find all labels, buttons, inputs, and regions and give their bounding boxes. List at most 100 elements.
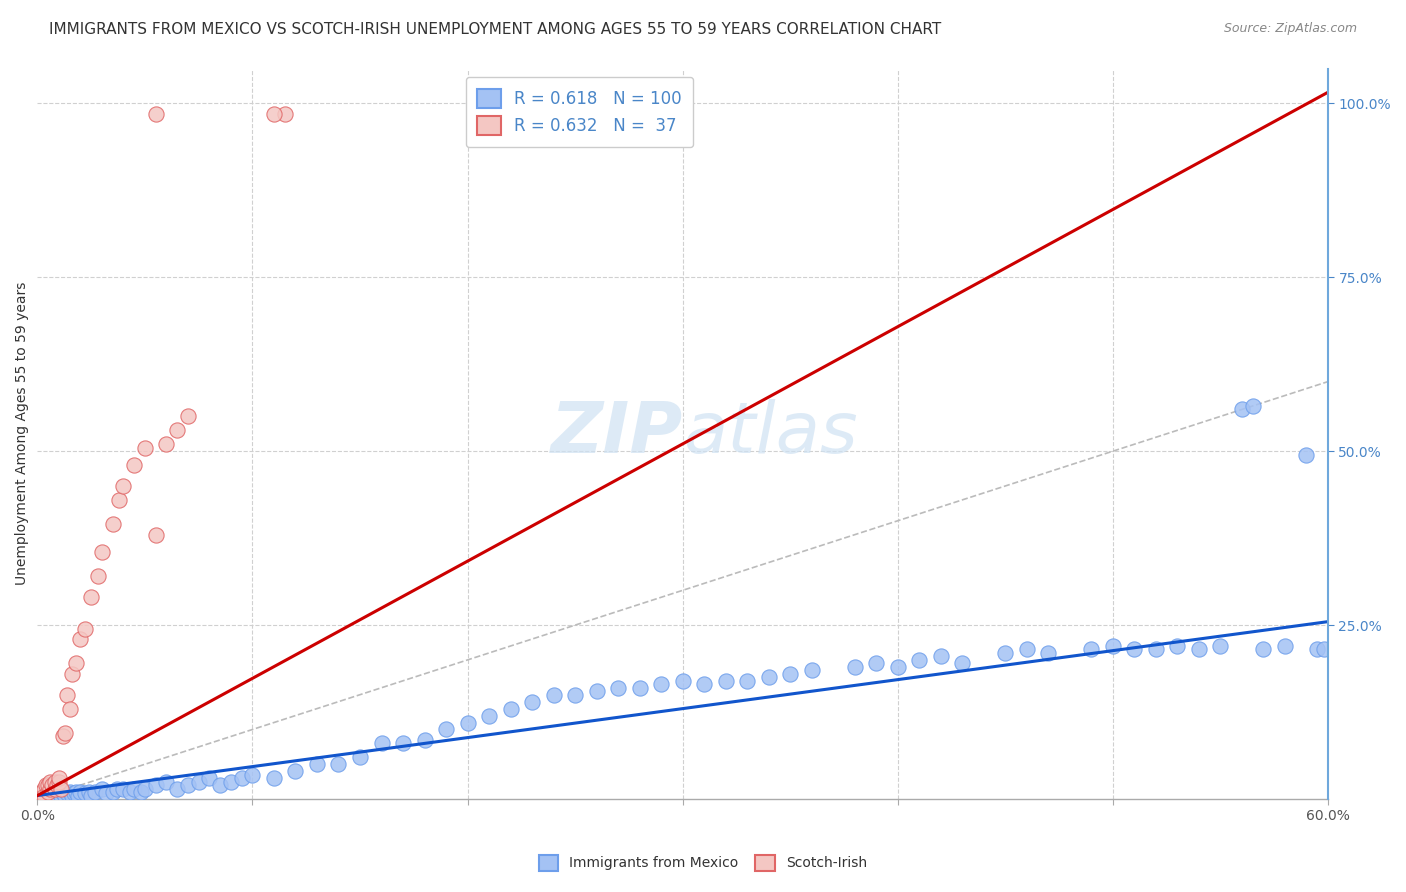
Point bbox=[65, 785, 87, 799]
Point bbox=[101, 517, 124, 532]
Point bbox=[865, 657, 887, 671]
Point bbox=[118, 785, 141, 799]
Point bbox=[41, 785, 63, 799]
Point bbox=[31, 789, 53, 803]
Point bbox=[1102, 639, 1125, 653]
Point bbox=[108, 492, 131, 507]
Point bbox=[32, 785, 55, 799]
Point bbox=[86, 569, 108, 583]
Point bbox=[263, 107, 285, 121]
Point bbox=[457, 715, 479, 730]
Point bbox=[41, 778, 63, 792]
Point bbox=[1166, 639, 1188, 653]
Point bbox=[77, 785, 100, 799]
Point bbox=[53, 789, 76, 803]
Point bbox=[56, 787, 79, 801]
Point bbox=[90, 545, 112, 559]
Point bbox=[1295, 448, 1317, 462]
Point bbox=[1253, 642, 1275, 657]
Point bbox=[1274, 639, 1296, 653]
Text: Source: ZipAtlas.com: Source: ZipAtlas.com bbox=[1223, 22, 1357, 36]
Point bbox=[69, 632, 91, 646]
Point bbox=[434, 723, 457, 737]
Point bbox=[35, 778, 58, 792]
Point bbox=[80, 591, 103, 605]
Point bbox=[714, 673, 737, 688]
Point bbox=[122, 458, 145, 472]
Text: atlas: atlas bbox=[683, 400, 858, 468]
Point bbox=[96, 787, 118, 801]
Point bbox=[520, 695, 543, 709]
Point bbox=[177, 778, 200, 792]
Point bbox=[1144, 642, 1167, 657]
Point bbox=[1312, 642, 1334, 657]
Point bbox=[134, 781, 156, 796]
Point bbox=[45, 789, 67, 803]
Point bbox=[60, 789, 83, 803]
Point bbox=[543, 688, 565, 702]
Point bbox=[37, 789, 59, 803]
Point bbox=[44, 774, 66, 789]
Point bbox=[145, 107, 167, 121]
Point bbox=[32, 781, 55, 796]
Point bbox=[90, 781, 112, 796]
Point bbox=[60, 666, 83, 681]
Point bbox=[41, 789, 63, 803]
Point bbox=[112, 781, 135, 796]
Point bbox=[564, 688, 586, 702]
Point bbox=[305, 757, 328, 772]
Point bbox=[129, 785, 152, 799]
Point bbox=[1080, 642, 1102, 657]
Point bbox=[219, 774, 242, 789]
Point bbox=[908, 653, 931, 667]
Point bbox=[1038, 646, 1060, 660]
Point bbox=[65, 657, 87, 671]
Point bbox=[187, 774, 209, 789]
Point bbox=[499, 701, 522, 715]
Point bbox=[28, 789, 51, 803]
Point bbox=[650, 677, 672, 691]
Point bbox=[273, 107, 295, 121]
Point bbox=[994, 646, 1017, 660]
Point bbox=[37, 785, 59, 799]
Point bbox=[392, 736, 415, 750]
Point bbox=[45, 778, 67, 792]
Point bbox=[122, 781, 145, 796]
Point bbox=[887, 660, 910, 674]
Point bbox=[672, 673, 695, 688]
Y-axis label: Unemployment Among Ages 55 to 59 years: Unemployment Among Ages 55 to 59 years bbox=[15, 282, 30, 585]
Point bbox=[1306, 642, 1329, 657]
Point bbox=[628, 681, 651, 695]
Point bbox=[48, 774, 70, 789]
Legend: Immigrants from Mexico, Scotch-Irish: Immigrants from Mexico, Scotch-Irish bbox=[533, 849, 873, 876]
Point bbox=[49, 789, 72, 803]
Point bbox=[44, 781, 66, 796]
Point bbox=[84, 785, 107, 799]
Point bbox=[37, 785, 59, 799]
Text: ZIP: ZIP bbox=[550, 400, 683, 468]
Point bbox=[607, 681, 630, 695]
Point bbox=[67, 789, 90, 803]
Point bbox=[779, 666, 801, 681]
Point bbox=[844, 660, 866, 674]
Point bbox=[1188, 642, 1211, 657]
Point bbox=[44, 787, 66, 801]
Point bbox=[39, 774, 62, 789]
Point bbox=[155, 774, 177, 789]
Point bbox=[112, 479, 135, 493]
Point bbox=[48, 787, 70, 801]
Point bbox=[166, 423, 188, 437]
Point bbox=[48, 785, 70, 799]
Point bbox=[1123, 642, 1146, 657]
Point bbox=[166, 781, 188, 796]
Point bbox=[59, 785, 82, 799]
Point bbox=[735, 673, 758, 688]
Point bbox=[48, 771, 70, 785]
Point bbox=[28, 789, 51, 803]
Point bbox=[73, 622, 96, 636]
Point bbox=[37, 778, 59, 792]
Point bbox=[758, 670, 780, 684]
Point bbox=[929, 649, 952, 664]
Point bbox=[39, 789, 62, 803]
Legend: R = 0.618   N = 100, R = 0.632   N =  37: R = 0.618 N = 100, R = 0.632 N = 37 bbox=[465, 77, 693, 147]
